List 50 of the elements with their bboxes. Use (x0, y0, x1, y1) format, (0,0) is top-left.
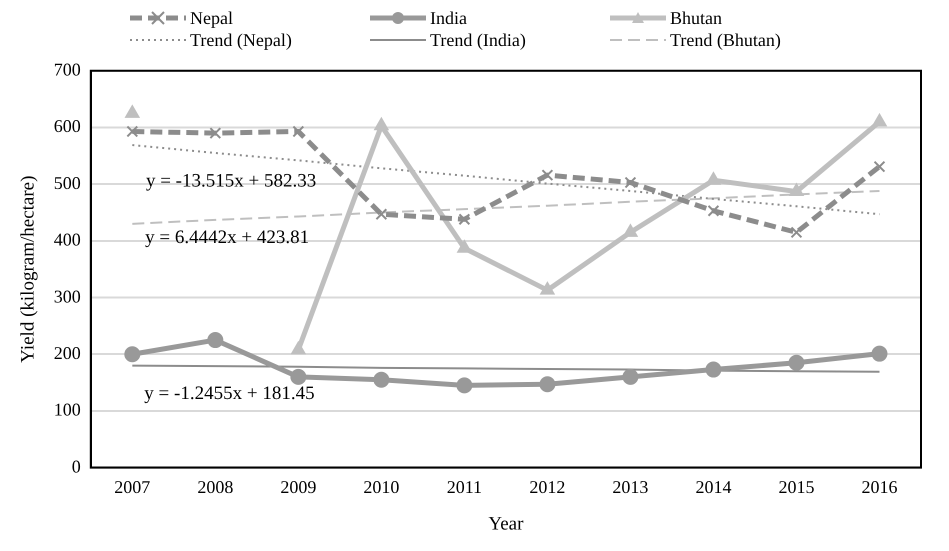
point (790, 226, 802, 238)
y-tick-label: 100 (54, 400, 81, 420)
y-tick-label: 0 (72, 456, 81, 476)
y-tick-label: 400 (54, 230, 81, 250)
y-tick-label: 600 (54, 116, 81, 136)
legend-label: Nepal (190, 8, 233, 28)
x-tick-label: 2009 (280, 477, 316, 498)
x-tick-label: 2016 (861, 477, 898, 498)
point (209, 127, 222, 140)
annotation: y = 6.4442x + 423.81 (145, 227, 310, 248)
point (622, 368, 638, 385)
y-axis-title: Yield (kilogram/hectare) (17, 176, 38, 363)
legend-label: India (430, 8, 467, 28)
annotation: y = -1.2455x + 181.45 (144, 382, 315, 404)
annotation: y = -13.515x + 582.33 (146, 170, 316, 192)
y-tick-label: 300 (54, 286, 81, 306)
x-tick-label: 2012 (529, 477, 566, 498)
x-tick-label: 2015 (778, 477, 814, 498)
legend-label: Trend (India) (430, 30, 526, 50)
legend-label: Bhutan (670, 8, 722, 28)
point (207, 332, 224, 348)
point (624, 176, 636, 188)
y-tick-label: 200 (54, 342, 81, 363)
point (708, 204, 720, 217)
y-tick-label: 500 (54, 172, 81, 193)
point (375, 208, 388, 220)
legend-label: Trend (Nepal) (190, 30, 292, 50)
x-tick-label: 2013 (612, 477, 648, 498)
x-tick-label: 2007 (114, 477, 150, 498)
x-tick-label: 2010 (363, 477, 400, 498)
x-tick-label: 2011 (446, 477, 482, 498)
point (705, 362, 722, 378)
point (458, 213, 470, 226)
x-axis-title: Year (488, 514, 524, 535)
point (126, 126, 138, 138)
point (456, 377, 472, 394)
legend-label: Trend (Bhutan) (670, 30, 781, 50)
point (789, 184, 804, 196)
point (539, 376, 556, 392)
x-tick-label: 2014 (695, 477, 732, 498)
point (788, 354, 804, 371)
point (541, 169, 554, 182)
x-tick-label: 2008 (197, 477, 234, 498)
point (871, 346, 888, 362)
point (292, 126, 304, 138)
y-tick-label: 700 (54, 60, 81, 80)
point (290, 368, 306, 385)
point (874, 160, 886, 173)
point (373, 372, 390, 388)
point (124, 346, 140, 362)
